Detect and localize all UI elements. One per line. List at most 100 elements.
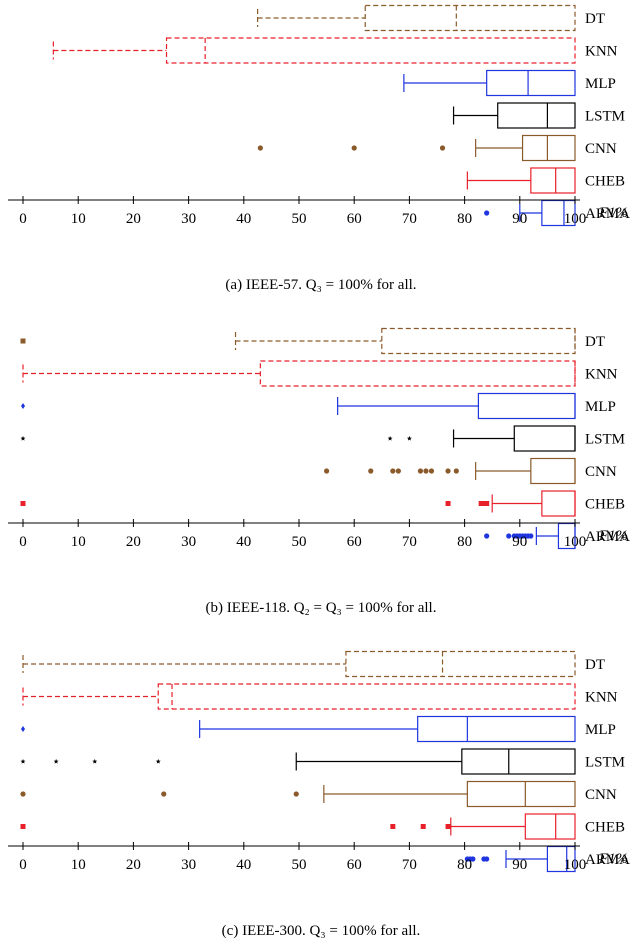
- figure-caption: (b) IEEE-118. Q₂ = Q₃ = 100% for all.: [206, 600, 437, 616]
- box-series-cheb: CHEB: [466, 167, 625, 194]
- x-tick-label: 40: [236, 211, 251, 227]
- x-tick-label: 30: [181, 211, 196, 227]
- box-series-knn: KNN: [22, 360, 618, 387]
- x-tick-label: 80: [457, 534, 472, 550]
- series-label: CHEB: [585, 820, 625, 836]
- box-series-arma: ARMA: [484, 199, 630, 227]
- x-tick-label: 90: [512, 211, 527, 227]
- boxplot-panel-1: DT KNN MLP LSTM CNN CHEB ARMA 0 10 20 30 40 50 60 70 80…: [8, 327, 630, 616]
- x-axis-unit-label: F1%: [598, 851, 628, 867]
- x-tick-label: 100: [564, 857, 587, 873]
- box-iqr: [486, 69, 576, 97]
- x-tick-label: 90: [512, 857, 527, 873]
- x-tick-label: 60: [347, 211, 362, 227]
- outlier-point: [20, 435, 26, 441]
- series-label: LSTM: [585, 109, 625, 125]
- series-label: DT: [585, 11, 605, 27]
- x-tick-label: 100: [564, 534, 587, 550]
- x-tick-label: 50: [292, 534, 307, 550]
- outlier-point: [20, 338, 26, 344]
- outlier-point: [484, 210, 490, 216]
- box-series-mlp: MLP: [21, 392, 616, 420]
- outlier-point: [445, 824, 451, 829]
- x-tick-label: 20: [126, 534, 141, 550]
- series-label: ARMA: [585, 206, 630, 222]
- outlier-point: [406, 435, 412, 441]
- outlier-point: [470, 856, 476, 862]
- x-tick-label: 80: [457, 211, 472, 227]
- box-series-cnn: CNN: [20, 780, 617, 808]
- x-tick-label: 50: [292, 857, 307, 873]
- outlier-point: [21, 726, 25, 732]
- outlier-point: [257, 145, 263, 151]
- outlier-point: [324, 468, 330, 474]
- box-series-mlp: MLP: [403, 69, 616, 97]
- outlier-point: [20, 824, 26, 829]
- x-tick-label: 0: [19, 534, 27, 550]
- box-iqr: [259, 360, 576, 387]
- outlier-point: [484, 856, 490, 862]
- box-iqr: [524, 813, 576, 840]
- x-tick-label: 20: [126, 211, 141, 227]
- box-series-cnn: CNN: [324, 457, 617, 485]
- x-axis-unit-label: F1%: [598, 205, 628, 221]
- outlier-point: [445, 501, 451, 506]
- box-series-lstm: LSTM: [20, 425, 625, 452]
- outlier-point: [417, 468, 424, 474]
- outlier-point: [484, 501, 490, 506]
- series-label: ARMA: [585, 529, 630, 545]
- x-tick-label: 20: [126, 857, 141, 873]
- outlier-point: [478, 501, 484, 506]
- x-tick-label: 40: [236, 534, 251, 550]
- series-label: KNN: [585, 367, 618, 383]
- outlier-point: [387, 435, 393, 441]
- series-label: MLP: [585, 399, 616, 415]
- x-tick-label: 0: [19, 211, 27, 227]
- box-iqr: [345, 650, 576, 678]
- outlier-point: [92, 758, 98, 764]
- figure-caption: (c) IEEE-300. Q₃ = 100% for all.: [222, 923, 421, 939]
- series-label: CNN: [585, 787, 617, 803]
- outlier-point: [20, 501, 26, 506]
- outlier-point: [20, 791, 26, 797]
- series-label: MLP: [585, 722, 616, 738]
- series-label: CHEB: [585, 497, 625, 513]
- x-tick-label: 70: [402, 534, 417, 550]
- x-axis-unit-label: F1%: [598, 528, 628, 544]
- outlier-point: [395, 468, 401, 474]
- box-iqr: [530, 457, 576, 485]
- x-tick-label: 10: [71, 211, 86, 227]
- series-label: CNN: [585, 464, 617, 480]
- outlier-point: [428, 468, 435, 474]
- box-iqr: [364, 4, 576, 32]
- series-label: LSTM: [585, 755, 625, 771]
- x-tick-label: 50: [292, 211, 307, 227]
- series-label: MLP: [585, 76, 616, 92]
- outlier-point: [390, 468, 396, 474]
- series-label: DT: [585, 657, 605, 673]
- box-series-knn: KNN: [52, 37, 618, 64]
- box-series-arma: ARMA: [464, 845, 630, 873]
- series-label: KNN: [585, 44, 618, 60]
- box-series-cnn: CNN: [257, 134, 617, 162]
- box-series-cheb: CHEB: [20, 490, 625, 517]
- x-tick-label: 80: [457, 857, 472, 873]
- box-iqr: [381, 327, 576, 355]
- box-iqr: [165, 37, 576, 64]
- box-series-dt: DT: [257, 4, 605, 32]
- box-iqr: [513, 425, 576, 452]
- outlier-point: [155, 758, 161, 764]
- box-series-knn: KNN: [22, 683, 618, 710]
- x-tick-label: 60: [347, 857, 362, 873]
- box-iqr: [497, 102, 576, 129]
- box-iqr: [461, 748, 576, 775]
- box-series-cheb: CHEB: [20, 813, 625, 840]
- series-label: KNN: [585, 690, 618, 706]
- outlier-point: [423, 468, 429, 474]
- box-series-lstm: LSTM: [20, 748, 625, 775]
- box-iqr: [541, 490, 576, 517]
- x-tick-label: 10: [71, 857, 86, 873]
- outlier-point: [484, 533, 490, 539]
- x-tick-label: 90: [512, 534, 527, 550]
